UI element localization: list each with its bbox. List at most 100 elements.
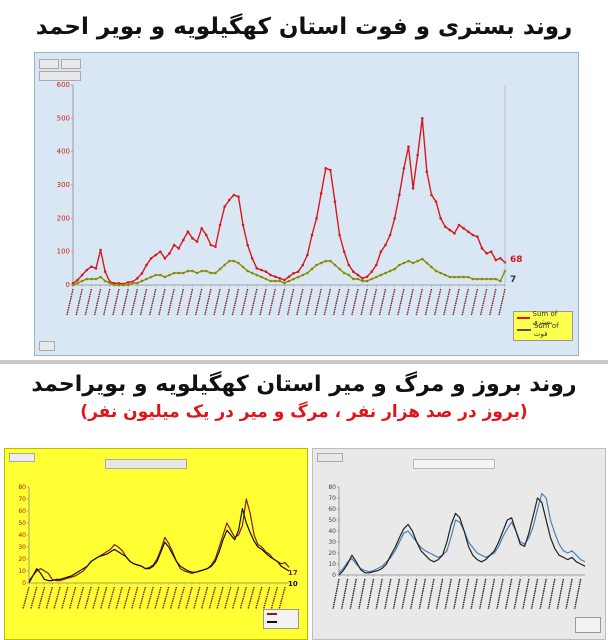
y-tick-label: 80 bbox=[328, 484, 336, 491]
gray-legend bbox=[575, 617, 601, 633]
x-tick-label-mark bbox=[259, 288, 267, 316]
data-point bbox=[296, 270, 300, 273]
data-point bbox=[241, 223, 245, 227]
x-tick-label-mark bbox=[115, 586, 123, 610]
filter-button-2[interactable] bbox=[61, 59, 81, 69]
data-point bbox=[342, 271, 346, 275]
x-tick-label-mark bbox=[208, 586, 216, 610]
data-point bbox=[434, 200, 438, 203]
data-point bbox=[416, 153, 419, 157]
x-tick-label-mark bbox=[296, 288, 304, 316]
data-point bbox=[329, 168, 332, 172]
gray-line-chart: 0 10 20 30 40 50 60 70 80 bbox=[328, 484, 586, 610]
data-point bbox=[333, 263, 337, 267]
x-tick-label-mark bbox=[139, 288, 148, 316]
data-point bbox=[140, 279, 144, 283]
data-point bbox=[214, 245, 217, 248]
data-point bbox=[306, 271, 309, 275]
x-tick-label-mark bbox=[76, 586, 85, 610]
data-point bbox=[499, 257, 502, 260]
data-point bbox=[218, 267, 222, 271]
data-point bbox=[204, 269, 208, 273]
data-point bbox=[250, 257, 254, 260]
data-point bbox=[90, 265, 93, 268]
panel-button[interactable] bbox=[317, 453, 343, 462]
data-point bbox=[168, 273, 171, 277]
y-tick-label: 50 bbox=[18, 520, 26, 527]
x-tick-label-mark bbox=[176, 288, 184, 316]
data-point bbox=[269, 279, 272, 283]
data-point bbox=[168, 252, 171, 255]
top-legend: Sum of بستری Sum of فوت bbox=[513, 310, 573, 341]
x-tick-label-mark bbox=[149, 288, 157, 316]
x-tick-label-mark bbox=[99, 586, 108, 610]
legend-swatch bbox=[517, 329, 531, 331]
field-button[interactable] bbox=[39, 71, 81, 81]
x-tick-label-mark bbox=[565, 578, 573, 610]
data-point bbox=[85, 268, 89, 272]
data-point bbox=[117, 283, 121, 287]
data-point bbox=[76, 281, 79, 285]
chart-subtitle-bottom: (بروز در صد هزار نفر ، مرگ و میر در یک م… bbox=[80, 402, 528, 422]
data-point bbox=[204, 233, 208, 237]
data-point bbox=[457, 223, 461, 227]
data-point bbox=[434, 269, 438, 273]
data-point bbox=[489, 250, 493, 253]
series-line bbox=[28, 498, 290, 582]
x-tick-label-mark bbox=[162, 586, 170, 610]
data-point bbox=[310, 233, 314, 237]
y-tick-label: 80 bbox=[18, 484, 26, 491]
data-point bbox=[361, 279, 364, 283]
y-tick-label: 50 bbox=[328, 517, 336, 524]
x-tick-label-mark bbox=[216, 586, 224, 610]
data-point bbox=[485, 277, 488, 281]
data-point bbox=[260, 268, 263, 272]
x-tick-label-mark bbox=[332, 578, 340, 610]
data-point bbox=[384, 271, 387, 275]
data-point bbox=[338, 267, 341, 271]
data-point bbox=[411, 187, 415, 190]
data-point bbox=[416, 259, 419, 263]
data-point bbox=[352, 277, 355, 281]
series-line bbox=[72, 117, 506, 285]
filter-button[interactable] bbox=[39, 59, 59, 69]
x-tick-label-mark bbox=[305, 288, 313, 316]
data-point bbox=[177, 271, 181, 275]
data-point bbox=[177, 247, 181, 250]
data-point bbox=[301, 263, 305, 267]
data-point bbox=[191, 269, 194, 273]
data-point bbox=[347, 273, 351, 277]
legend-item-hospitalized: Sum of بستری bbox=[514, 310, 572, 326]
series-line bbox=[338, 492, 586, 574]
axis-field-button[interactable] bbox=[39, 341, 55, 351]
x-tick-label-mark bbox=[185, 288, 194, 316]
x-tick-label-mark bbox=[92, 586, 100, 610]
data-point bbox=[273, 279, 277, 283]
x-tick-label-mark bbox=[278, 586, 286, 610]
y-tick-label: 0 bbox=[332, 572, 336, 579]
data-point bbox=[430, 265, 433, 269]
data-point bbox=[287, 279, 291, 283]
x-tick-label-mark bbox=[255, 586, 263, 610]
data-point bbox=[453, 275, 456, 279]
data-point bbox=[430, 193, 433, 197]
x-tick-label-mark bbox=[427, 578, 435, 610]
x-tick-label-mark bbox=[277, 288, 286, 316]
x-tick-label-mark bbox=[358, 578, 366, 610]
data-point bbox=[448, 228, 452, 232]
data-point bbox=[246, 269, 249, 273]
data-point bbox=[223, 205, 226, 208]
y-tick-label: 0 bbox=[22, 580, 26, 587]
legend-item-deaths: Sum of فوت bbox=[514, 322, 572, 338]
panel-button[interactable] bbox=[9, 453, 35, 462]
data-point bbox=[80, 279, 84, 283]
x-tick-label-mark bbox=[375, 578, 383, 610]
x-tick-label-mark bbox=[30, 586, 38, 610]
x-tick-label-mark bbox=[123, 586, 131, 610]
x-tick-label-mark bbox=[461, 288, 469, 316]
data-point bbox=[181, 271, 185, 275]
x-tick-label-mark bbox=[548, 578, 556, 610]
data-point bbox=[283, 281, 286, 285]
x-tick-label-mark bbox=[433, 288, 442, 316]
data-point bbox=[136, 281, 139, 285]
